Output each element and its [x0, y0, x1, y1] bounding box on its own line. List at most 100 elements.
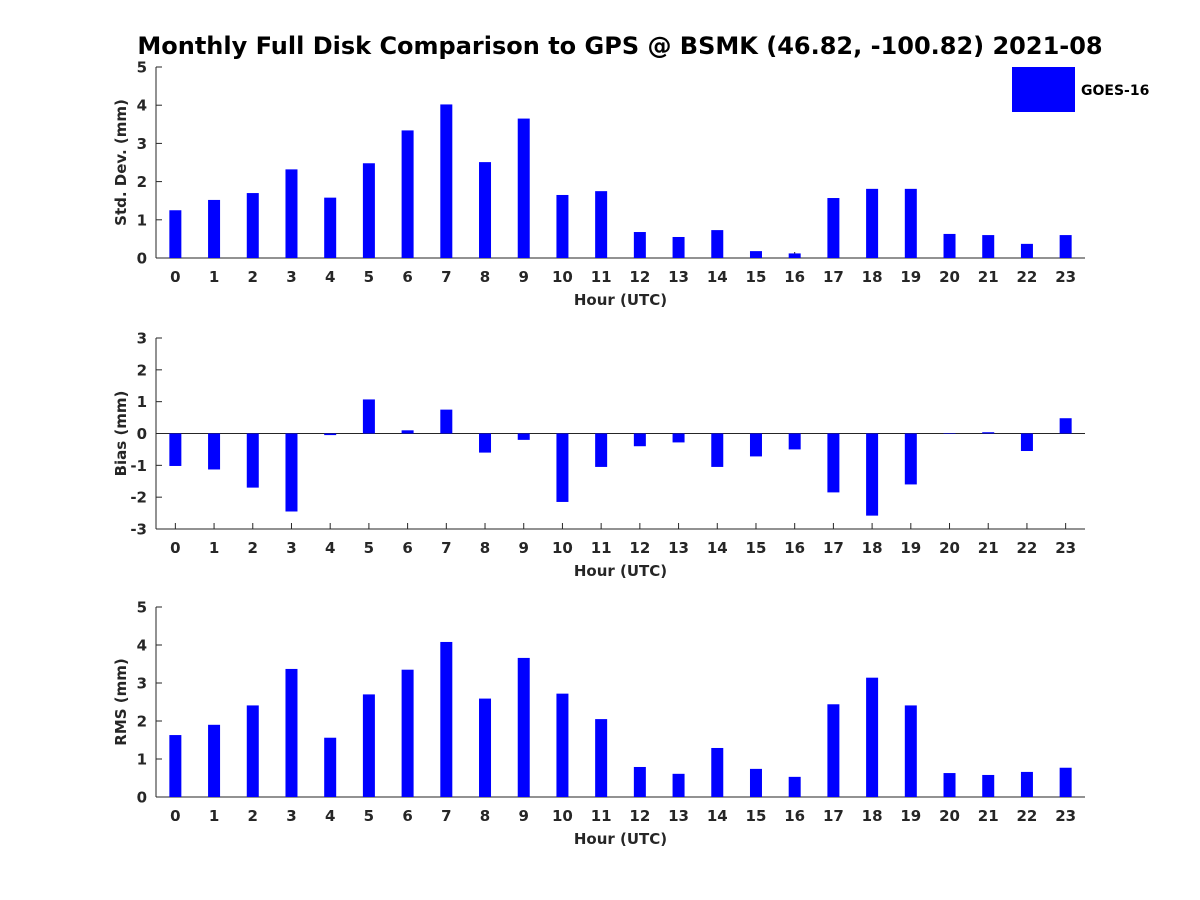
bar-hour-21: [982, 432, 995, 434]
y-axis-label: Std. Dev. (mm): [112, 99, 130, 226]
x-tick-label: 13: [668, 539, 689, 557]
y-tick-label: 1: [137, 751, 147, 769]
bar-hour-7: [440, 104, 453, 258]
x-tick-label: 9: [519, 807, 529, 825]
bar-hour-15: [749, 251, 762, 258]
x-tick-label: 18: [862, 807, 883, 825]
x-tick-label: 20: [939, 807, 960, 825]
bar-hour-11: [595, 191, 608, 258]
bar-hour-11: [595, 433, 608, 467]
bar-hour-5: [362, 399, 375, 434]
x-axis-label: Hour (UTC): [574, 562, 667, 580]
x-tick-label: 21: [978, 539, 999, 557]
x-tick-label: 3: [286, 268, 296, 286]
bar-hour-14: [711, 747, 724, 797]
x-tick-label: 12: [629, 539, 650, 557]
bar-hour-3: [285, 169, 298, 258]
x-tick-label: 12: [629, 807, 650, 825]
bar-hour-3: [285, 433, 298, 512]
x-tick-label: 18: [862, 268, 883, 286]
x-tick-label: 0: [170, 539, 180, 557]
x-tick-label: 17: [823, 268, 844, 286]
x-tick-label: 4: [325, 539, 335, 557]
x-tick-label: 0: [170, 807, 180, 825]
x-tick-label: 22: [1017, 807, 1038, 825]
x-tick-label: 21: [978, 807, 999, 825]
x-tick-label: 23: [1055, 539, 1076, 557]
bar-hour-2: [246, 433, 259, 488]
x-tick-label: 13: [668, 807, 689, 825]
x-tick-label: 3: [286, 807, 296, 825]
bar-hour-23: [1059, 767, 1072, 797]
x-tick-label: 5: [364, 807, 374, 825]
x-tick-label: 16: [784, 539, 805, 557]
bar-hour-0: [169, 210, 182, 258]
x-tick-label: 23: [1055, 807, 1076, 825]
x-tick-label: 6: [402, 268, 412, 286]
x-tick-label: 7: [441, 807, 451, 825]
x-tick-label: 17: [823, 807, 844, 825]
y-tick-label: 2: [137, 173, 147, 191]
y-axis-label: Bias (mm): [112, 391, 130, 477]
x-axis-label: Hour (UTC): [574, 291, 667, 309]
bar-hour-9: [517, 433, 530, 440]
x-tick-label: 5: [364, 268, 374, 286]
bar-hour-12: [633, 433, 646, 447]
x-tick-label: 18: [862, 539, 883, 557]
x-tick-label: 23: [1055, 268, 1076, 286]
x-tick-label: 14: [707, 268, 728, 286]
bar-hour-17: [827, 433, 840, 493]
bar-hour-6: [401, 669, 414, 797]
x-tick-label: 10: [552, 268, 573, 286]
x-tick-label: 12: [629, 268, 650, 286]
bar-hour-9: [517, 657, 530, 797]
bar-hour-1: [208, 433, 221, 470]
x-tick-label: 16: [784, 807, 805, 825]
x-tick-label: 14: [707, 807, 728, 825]
bar-hour-2: [246, 705, 259, 797]
bar-hour-5: [362, 694, 375, 797]
bar-hour-16: [788, 253, 801, 258]
x-tick-label: 1: [209, 807, 219, 825]
bar-hour-17: [827, 704, 840, 797]
x-tick-label: 16: [784, 268, 805, 286]
y-tick-label: -3: [130, 521, 147, 539]
x-tick-label: 15: [746, 539, 767, 557]
legend: GOES-16: [1012, 67, 1149, 112]
y-tick-label: 5: [137, 599, 147, 617]
x-tick-label: 15: [746, 807, 767, 825]
bar-hour-18: [866, 677, 879, 797]
x-tick-label: 14: [707, 539, 728, 557]
bar-hour-1: [208, 724, 221, 797]
bar-hour-15: [749, 768, 762, 797]
x-tick-label: 20: [939, 268, 960, 286]
bar-hour-11: [595, 719, 608, 797]
x-tick-label: 9: [519, 539, 529, 557]
bar-hour-7: [440, 409, 453, 434]
chart-title: Monthly Full Disk Comparison to GPS @ BS…: [137, 32, 1102, 60]
bar-hour-22: [1020, 243, 1033, 258]
bar-hour-8: [479, 698, 492, 797]
bar-hour-13: [672, 433, 685, 443]
y-tick-label: -1: [130, 457, 147, 475]
bar-hour-18: [866, 433, 879, 516]
bar-hour-22: [1020, 433, 1033, 452]
x-tick-label: 0: [170, 268, 180, 286]
bar-hour-6: [401, 430, 414, 434]
x-tick-label: 1: [209, 268, 219, 286]
x-tick-label: 13: [668, 268, 689, 286]
x-tick-label: 9: [519, 268, 529, 286]
bar-hour-6: [401, 130, 414, 258]
x-tick-label: 10: [552, 807, 573, 825]
x-tick-label: 6: [402, 539, 412, 557]
x-tick-label: 4: [325, 268, 335, 286]
bar-hour-16: [788, 776, 801, 797]
bar-hour-14: [711, 433, 724, 467]
bar-hour-10: [556, 433, 569, 502]
y-tick-label: 0: [137, 425, 147, 443]
bar-hour-13: [672, 236, 685, 258]
